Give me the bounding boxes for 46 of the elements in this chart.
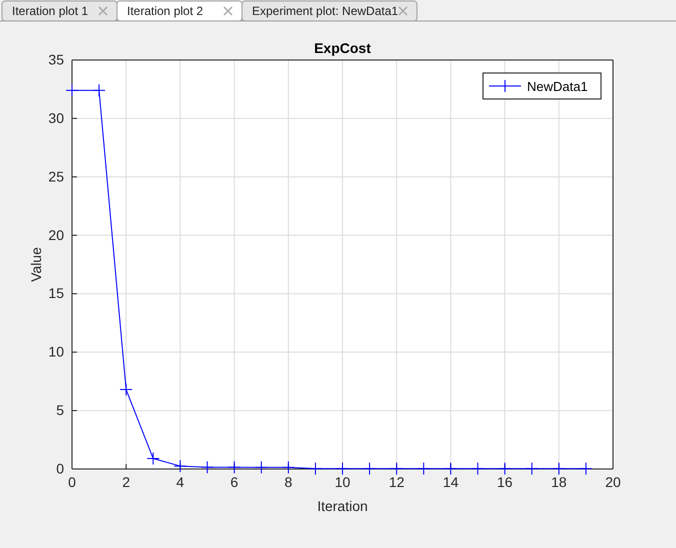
point <box>92 84 106 97</box>
y-tick-label: 0 <box>56 460 64 476</box>
point <box>471 462 484 476</box>
point <box>254 460 268 474</box>
point <box>417 462 430 476</box>
y-tick-label: 20 <box>48 226 64 243</box>
chart-title: ExpCost <box>314 40 372 56</box>
point <box>66 84 78 97</box>
x-tick-label: 4 <box>176 474 184 490</box>
x-axis-title: Iteration <box>317 498 368 514</box>
point <box>336 462 349 476</box>
text: Iteration plot 2 <box>127 4 204 18</box>
point <box>174 460 187 473</box>
point <box>228 460 241 474</box>
x-tick-label: 14 <box>442 474 459 490</box>
y-tick-label: 5 <box>56 402 64 418</box>
x-tick-label: 18 <box>551 474 567 490</box>
point <box>579 462 592 476</box>
y-axis-title: Value <box>28 246 44 282</box>
point <box>308 462 322 476</box>
y-tick-label: 15 <box>48 285 64 302</box>
point <box>498 462 512 476</box>
text: Iteration plot 1 <box>12 4 88 18</box>
x-tick-label: 8 <box>284 474 292 490</box>
y-tick-label: 35 <box>48 51 64 68</box>
x-tick-label: 6 <box>230 474 238 490</box>
x-tick-label: 2 <box>122 474 130 490</box>
x-tick-label: 0 <box>68 474 76 490</box>
y-tick-label: 10 <box>48 344 64 360</box>
point <box>200 460 214 474</box>
text: Experiment plot: NewData1 <box>252 4 398 18</box>
y-tick-label: 30 <box>48 110 64 126</box>
point <box>552 462 566 476</box>
point <box>146 452 160 465</box>
x-tick-label: 16 <box>497 474 513 490</box>
x-tick-label: 20 <box>605 474 621 490</box>
x-tick-label: 10 <box>334 474 350 490</box>
y-tick-label: 25 <box>48 168 64 184</box>
point <box>390 462 404 476</box>
point <box>525 462 538 476</box>
point <box>282 460 295 474</box>
point <box>120 383 133 396</box>
legend-label: NewData1 <box>527 79 588 94</box>
point <box>363 462 376 476</box>
point <box>444 462 458 476</box>
x-tick-label: 12 <box>388 474 405 490</box>
